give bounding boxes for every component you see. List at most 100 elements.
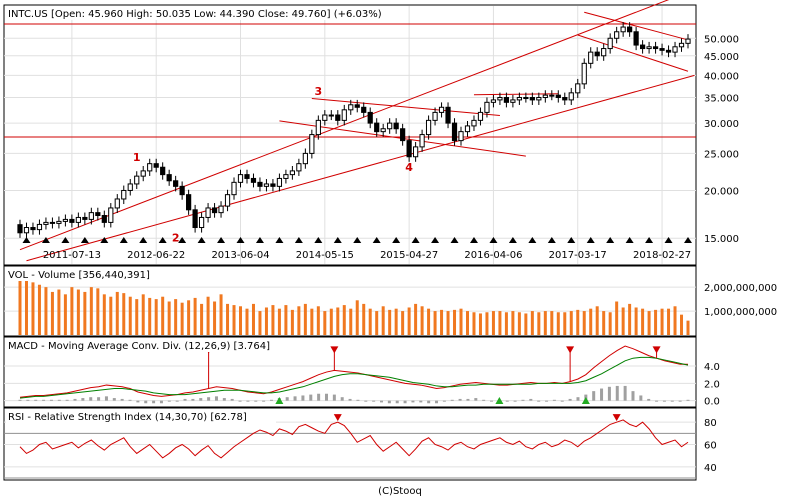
macd-histogram-bar <box>57 399 61 401</box>
macd-histogram-bar <box>285 397 289 401</box>
candle-body <box>581 62 587 85</box>
volume-bar <box>258 311 262 335</box>
price-tick-label: 25.000 <box>704 149 739 160</box>
volume-bar <box>680 314 684 335</box>
volume-bar <box>478 313 482 335</box>
macd-histogram-bar <box>152 400 156 404</box>
macd-histogram-bar <box>18 399 22 401</box>
date-tick-label: 2012-06-22 <box>127 250 185 261</box>
candle-body <box>659 48 665 51</box>
candle-body <box>374 122 380 133</box>
volume-bar <box>563 312 567 335</box>
volume-bar <box>394 308 398 335</box>
volume-bar <box>465 311 469 335</box>
candle-body <box>263 183 270 187</box>
volume-bar <box>102 294 106 335</box>
candle-body <box>614 31 620 39</box>
macd-histogram-bar <box>560 400 564 402</box>
macd-histogram-bar <box>450 399 454 401</box>
wave-label-3: 3 <box>315 85 323 98</box>
volume-bar <box>602 311 606 335</box>
volume-bar <box>524 313 528 335</box>
volume-bar <box>128 296 132 335</box>
volume-bar <box>148 297 152 335</box>
period-marker <box>586 237 595 243</box>
volume-bar <box>271 305 275 335</box>
volume-bar <box>414 303 418 335</box>
candle-body <box>497 97 503 101</box>
macd-histogram-bar <box>529 398 533 401</box>
candle-body <box>464 125 471 133</box>
macd-histogram-bar <box>474 398 478 401</box>
rsi-overbought-marker <box>612 414 621 422</box>
volume-bar <box>200 303 204 335</box>
volume-bar <box>556 312 560 335</box>
price-panel <box>3 4 697 266</box>
macd-histogram-bar <box>615 385 619 401</box>
volume-bar <box>472 312 476 335</box>
volume-bar <box>290 309 294 335</box>
trend-line <box>19 0 670 251</box>
candle-body <box>302 152 308 165</box>
macd-histogram-bar <box>230 398 234 401</box>
candle-body <box>458 131 464 142</box>
price-tick-label: 45.000 <box>704 52 739 63</box>
candle-body <box>471 119 477 127</box>
macd-histogram-bar <box>662 400 666 402</box>
macd-sell-marker <box>566 346 575 354</box>
macd-histogram-bar <box>655 400 659 402</box>
volume-bar <box>453 309 457 335</box>
macd-histogram-bar <box>301 395 305 401</box>
macd-histogram-bar <box>269 399 273 401</box>
candle-body <box>380 128 386 133</box>
volume-bar <box>641 308 645 335</box>
volume-bar <box>660 308 664 335</box>
candle-body <box>140 170 146 177</box>
volume-bar <box>277 308 281 335</box>
volume-bar <box>50 291 54 335</box>
candle-body <box>30 227 36 231</box>
candle-body <box>588 51 594 64</box>
candle-body <box>121 189 127 200</box>
candle-body <box>406 140 412 158</box>
macd-histogram-bar <box>238 400 242 402</box>
period-marker <box>392 237 401 243</box>
macd-histogram-bar <box>623 385 627 401</box>
period-marker <box>178 237 187 243</box>
period-marker <box>508 237 517 243</box>
wave-label-4: 4 <box>405 161 413 174</box>
volume-bar <box>550 311 554 335</box>
candle-body <box>387 122 393 130</box>
volume-bar <box>673 306 677 335</box>
volume-bar <box>686 320 690 335</box>
candle-body <box>88 212 94 220</box>
candle-body <box>270 183 276 187</box>
volume-bar <box>239 306 243 335</box>
volume-bar <box>485 312 489 335</box>
candle-body <box>108 207 114 223</box>
macd-histogram-bar <box>254 400 258 402</box>
candle-body <box>69 218 75 223</box>
volume-bar <box>44 287 48 335</box>
volume-bar <box>589 308 593 335</box>
rsi-tick-label: 60 <box>704 441 717 452</box>
candle-body <box>451 122 458 142</box>
rsi-tick-label: 40 <box>704 463 717 474</box>
candle-body <box>542 94 548 99</box>
price-tick-label: 20.000 <box>704 186 739 197</box>
period-marker <box>80 237 89 243</box>
volume-bar <box>368 308 372 335</box>
volume-bar <box>329 308 333 335</box>
period-marker <box>22 237 31 243</box>
candle-body <box>17 224 23 234</box>
volume-title-bg <box>6 267 174 281</box>
volume-bar <box>381 306 385 335</box>
period-marker <box>61 237 70 243</box>
price-tick-label: 35.000 <box>704 94 739 105</box>
macd-histogram-bar <box>545 400 549 402</box>
macd-histogram-bar <box>568 398 572 401</box>
period-marker <box>100 237 109 243</box>
macd-signal-line <box>19 356 689 399</box>
candle-body <box>296 163 302 172</box>
candle-body <box>568 92 574 101</box>
